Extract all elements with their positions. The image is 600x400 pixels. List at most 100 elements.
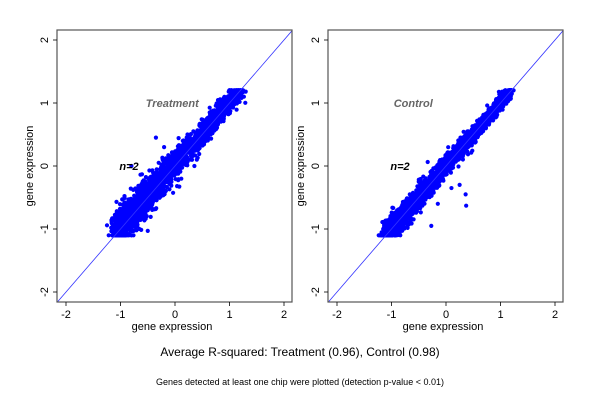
data-point (217, 104, 223, 109)
data-point (229, 90, 234, 95)
data-point (125, 206, 130, 211)
data-point (405, 224, 410, 230)
data-point (451, 160, 456, 165)
data-point (215, 98, 221, 103)
data-point (132, 193, 137, 198)
data-point (117, 221, 123, 226)
data-point (435, 172, 440, 177)
data-point (504, 90, 509, 95)
data-point (398, 217, 403, 222)
data-point (127, 232, 132, 237)
x-tick-label: 2 (281, 309, 287, 321)
data-point (143, 193, 149, 198)
data-point (461, 129, 466, 134)
data-point (419, 184, 424, 190)
data-point (239, 94, 244, 99)
data-point (120, 206, 125, 211)
outlier-point (194, 157, 199, 162)
data-point (235, 90, 240, 95)
data-point (469, 138, 474, 143)
data-point (165, 172, 170, 177)
data-point (192, 148, 198, 153)
data-point (188, 139, 193, 144)
data-point (380, 231, 386, 236)
data-point (127, 202, 132, 207)
data-point (149, 178, 154, 183)
data-point (447, 150, 452, 155)
outlier-point (162, 145, 167, 150)
data-point (183, 162, 188, 167)
y-tick-label: 0 (310, 163, 322, 169)
data-point (157, 187, 162, 192)
data-point (136, 214, 142, 219)
data-point (175, 184, 180, 189)
data-point (207, 105, 212, 110)
data-point (158, 167, 163, 172)
data-point (243, 89, 248, 94)
data-point (171, 153, 176, 159)
sample-count-label: n=2 (119, 161, 138, 173)
outlier-point (145, 228, 150, 233)
x-tick-label: -1 (387, 309, 397, 321)
data-point (455, 146, 460, 151)
data-point (154, 167, 159, 172)
data-point (158, 171, 163, 176)
data-point (409, 212, 415, 217)
data-point (430, 186, 435, 191)
data-point (150, 181, 155, 186)
data-point (208, 112, 213, 117)
data-point (406, 202, 411, 207)
data-point (128, 186, 133, 191)
y-tick-label: 2 (310, 37, 322, 43)
data-point (117, 202, 123, 207)
data-point (180, 160, 185, 165)
data-point (427, 190, 432, 195)
data-point (428, 180, 433, 185)
data-point (185, 132, 190, 137)
data-point (428, 169, 433, 175)
data-point (470, 124, 475, 129)
panel-title: Control (394, 98, 434, 110)
data-point (418, 206, 423, 211)
data-point (176, 136, 181, 141)
data-point (181, 144, 186, 149)
y-tick-label: 0 (39, 163, 51, 169)
data-point (409, 193, 414, 198)
data-point (122, 194, 127, 199)
y-tick-label: -1 (310, 224, 322, 234)
data-point (422, 201, 427, 206)
x-axis-title: gene expression (132, 321, 213, 333)
data-point (243, 100, 248, 105)
x-tick-label: -1 (116, 309, 126, 321)
data-point (122, 219, 127, 224)
data-point (200, 131, 205, 136)
data-point (493, 115, 498, 120)
data-point (130, 217, 135, 222)
data-point (168, 165, 173, 170)
data-point (466, 144, 471, 149)
treatment-panel: -2 -1 0 1 2 -2 -1 0 1 2 gene expression gene expres… (24, 29, 293, 333)
data-point (148, 214, 153, 219)
data-point (125, 223, 130, 228)
data-point (148, 200, 153, 205)
data-point (139, 172, 145, 177)
data-point (466, 129, 471, 134)
data-point (407, 220, 412, 225)
data-point (212, 115, 217, 120)
outlier-point (153, 135, 159, 140)
data-point (441, 178, 446, 183)
data-point (457, 141, 462, 147)
data-point (393, 228, 398, 233)
outlier-point (446, 154, 451, 159)
x-tick-label: 2 (552, 309, 558, 321)
y-tick-label: -2 (310, 287, 322, 297)
outlier-point (463, 192, 468, 197)
y-axis-title: gene expression (295, 126, 307, 207)
data-point (117, 215, 122, 220)
data-point (156, 192, 161, 197)
data-point (176, 143, 181, 148)
data-point (217, 114, 222, 119)
data-point (162, 159, 168, 164)
data-point (474, 123, 479, 128)
data-point (138, 217, 143, 222)
